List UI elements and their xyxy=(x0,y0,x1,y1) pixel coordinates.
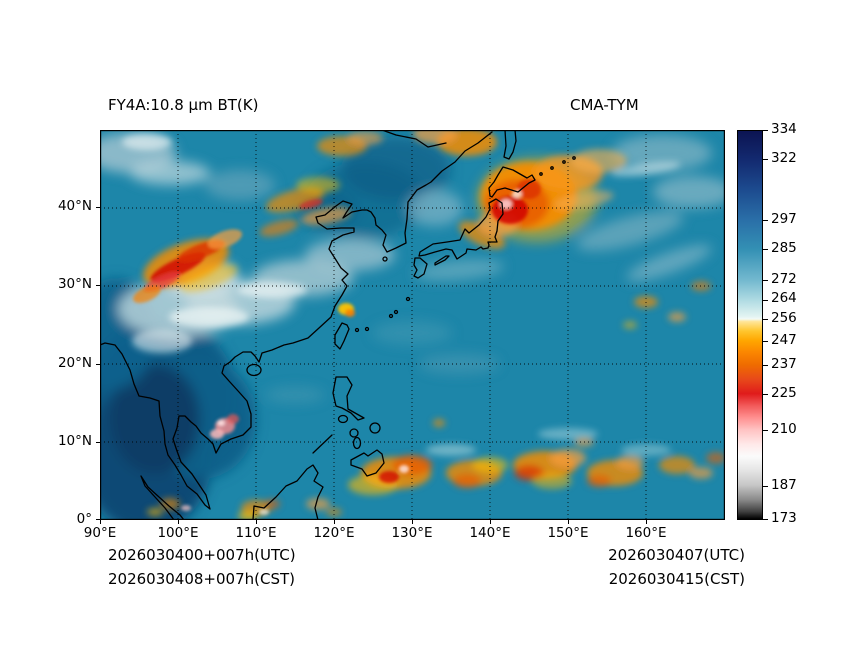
x-tick-mark xyxy=(334,520,335,524)
colorbar-tick-label: 225 xyxy=(771,385,797,401)
x-tick-label: 120°E xyxy=(313,525,355,541)
colorbar-tick-mark xyxy=(763,280,768,281)
colorbar-tick-mark xyxy=(763,519,768,520)
colorbar-tick-mark xyxy=(763,220,768,221)
x-tick-label: 130°E xyxy=(391,525,433,541)
colorbar-tick-label: 256 xyxy=(771,310,797,326)
plot-title: FY4A:10.8 µm BT(K) xyxy=(108,96,259,114)
colorbar-tick-label: 272 xyxy=(771,271,797,287)
x-tick-label: 90°E xyxy=(83,525,117,541)
colorbar xyxy=(737,130,763,520)
colorbar-tick-label: 247 xyxy=(771,332,797,348)
colorbar-tick-mark xyxy=(763,486,768,487)
x-tick-mark xyxy=(490,520,491,524)
valid-time-utc: 2026030407(UTC) xyxy=(608,546,745,564)
y-tick-mark xyxy=(96,364,100,365)
x-tick-label: 150°E xyxy=(547,525,589,541)
x-tick-mark xyxy=(256,520,257,524)
x-tick-label: 160°E xyxy=(625,525,667,541)
colorbar-tick-mark xyxy=(763,319,768,320)
y-tick-mark xyxy=(96,285,100,286)
y-tick-mark xyxy=(96,442,100,443)
init-time-utc: 2026030400+007h(UTC) xyxy=(108,546,296,564)
init-time-cst: 2026030408+007h(CST) xyxy=(108,570,296,588)
coastlines xyxy=(100,130,576,520)
colorbar-tick-mark xyxy=(763,365,768,366)
colorbar-tick-mark xyxy=(763,300,768,301)
colorbar-tick-label: 297 xyxy=(771,211,797,227)
x-tick-label: 110°E xyxy=(235,525,277,541)
valid-time-cst: 2026030415(CST) xyxy=(608,570,745,588)
colorbar-tick-label: 264 xyxy=(771,290,797,306)
y-tick-label: 20°N xyxy=(57,355,92,371)
y-tick-mark xyxy=(96,519,100,520)
colorbar-tick-label: 210 xyxy=(771,421,797,437)
colorbar-tick-mark xyxy=(763,341,768,342)
colorbar-tick-label: 237 xyxy=(771,356,797,372)
x-tick-mark xyxy=(100,520,101,524)
colorbar-tick-label: 334 xyxy=(771,121,797,137)
y-tick-label: 10°N xyxy=(57,433,92,449)
y-tick-label: 30°N xyxy=(57,276,92,292)
x-tick-mark xyxy=(646,520,647,524)
colorbar-tick-label: 322 xyxy=(771,150,797,166)
map-plot xyxy=(100,130,725,520)
x-tick-label: 100°E xyxy=(157,525,199,541)
colorbar-tick-mark xyxy=(763,430,768,431)
y-tick-label: 0° xyxy=(76,511,92,527)
colorbar-tick-label: 187 xyxy=(771,477,797,493)
x-tick-label: 140°E xyxy=(469,525,511,541)
colorbar-tick-mark xyxy=(763,249,768,250)
x-tick-mark xyxy=(178,520,179,524)
graticule xyxy=(100,130,725,520)
colorbar-tick-label: 285 xyxy=(771,240,797,256)
y-tick-mark xyxy=(96,207,100,208)
colorbar-tick-mark xyxy=(763,130,768,131)
y-tick-label: 40°N xyxy=(57,198,92,214)
satellite-bt-map xyxy=(100,130,725,520)
colorbar-tick-label: 173 xyxy=(771,510,797,526)
x-tick-mark xyxy=(568,520,569,524)
x-tick-mark xyxy=(412,520,413,524)
model-title: CMA-TYM xyxy=(570,96,639,114)
axes-frame xyxy=(100,130,725,520)
colorbar-tick-mark xyxy=(763,394,768,395)
colorbar-tick-mark xyxy=(763,159,768,160)
